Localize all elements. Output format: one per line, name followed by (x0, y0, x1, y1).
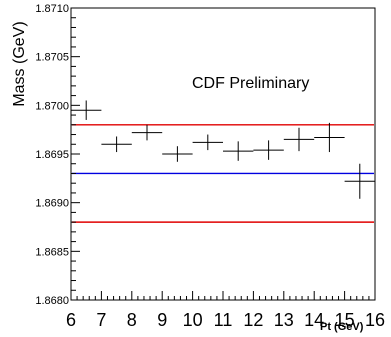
x-tick-label: 11 (214, 310, 233, 330)
data-point (101, 136, 132, 153)
reference-lines (72, 124, 374, 223)
x-tick-label: 16 (365, 310, 385, 330)
y-axis: 1.8680 1.8685 1.8690 1.8695 1.8700 1.8705 1.87… (35, 3, 80, 307)
data-point (223, 141, 254, 161)
y-tick-label: 1.8690 (35, 198, 69, 210)
data-point (192, 134, 223, 151)
x-tick-label: 9 (157, 310, 167, 330)
x-tick-label: 12 (243, 310, 263, 330)
data-point (162, 146, 193, 162)
y-tick-label: 1.8680 (35, 295, 69, 307)
data-point (344, 163, 375, 199)
x-tick-label: 14 (304, 310, 324, 330)
x-tick-label: 15 (335, 310, 355, 330)
x-tick-label: 13 (274, 310, 294, 330)
data-point (131, 124, 163, 141)
data-point (71, 100, 102, 120)
y-tick-label: 1.8705 (35, 52, 69, 64)
x-tick-label: 8 (127, 310, 137, 330)
x-axis: 6 7 8 9 10 11 12 13 14 15 16 (66, 291, 385, 330)
annotation-label: CDF Preliminary (192, 75, 309, 92)
y-tick-label: 1.8710 (35, 3, 69, 15)
data-points (71, 100, 375, 199)
y-axis-label: Mass (GeV) (11, 21, 28, 106)
data-point (253, 140, 284, 160)
y-tick-label: 1.8695 (35, 149, 69, 161)
data-point (283, 127, 315, 152)
plot-frame (70, 7, 376, 301)
y-tick-label: 1.8685 (35, 246, 69, 258)
x-tick-label: 7 (96, 310, 106, 330)
y-tick-label: 1.8700 (35, 100, 69, 112)
x-tick-label: 10 (183, 310, 203, 330)
data-point (314, 122, 345, 153)
x-tick-label: 6 (66, 310, 76, 330)
x-axis-label: Pt (GeV) (320, 321, 364, 333)
